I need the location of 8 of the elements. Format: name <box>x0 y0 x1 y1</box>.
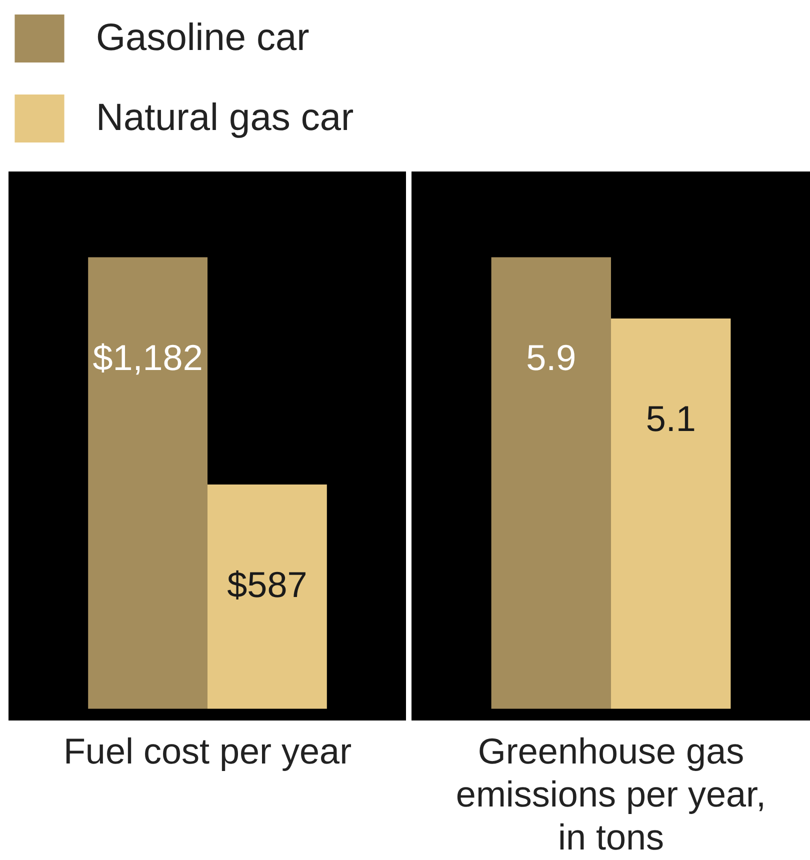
data-label: 5.9 <box>526 336 576 378</box>
legend-label: Natural gas car <box>96 96 354 140</box>
data-label: $1,182 <box>92 336 203 378</box>
x-tick-label: Greenhouse gas emissions per year, in tons <box>456 730 766 858</box>
legend-label: Gasoline car <box>96 16 310 60</box>
data-label: $587 <box>227 564 308 606</box>
data-label: 5.1 <box>646 398 696 440</box>
x-tick-label: Fuel cost per year <box>63 730 352 772</box>
